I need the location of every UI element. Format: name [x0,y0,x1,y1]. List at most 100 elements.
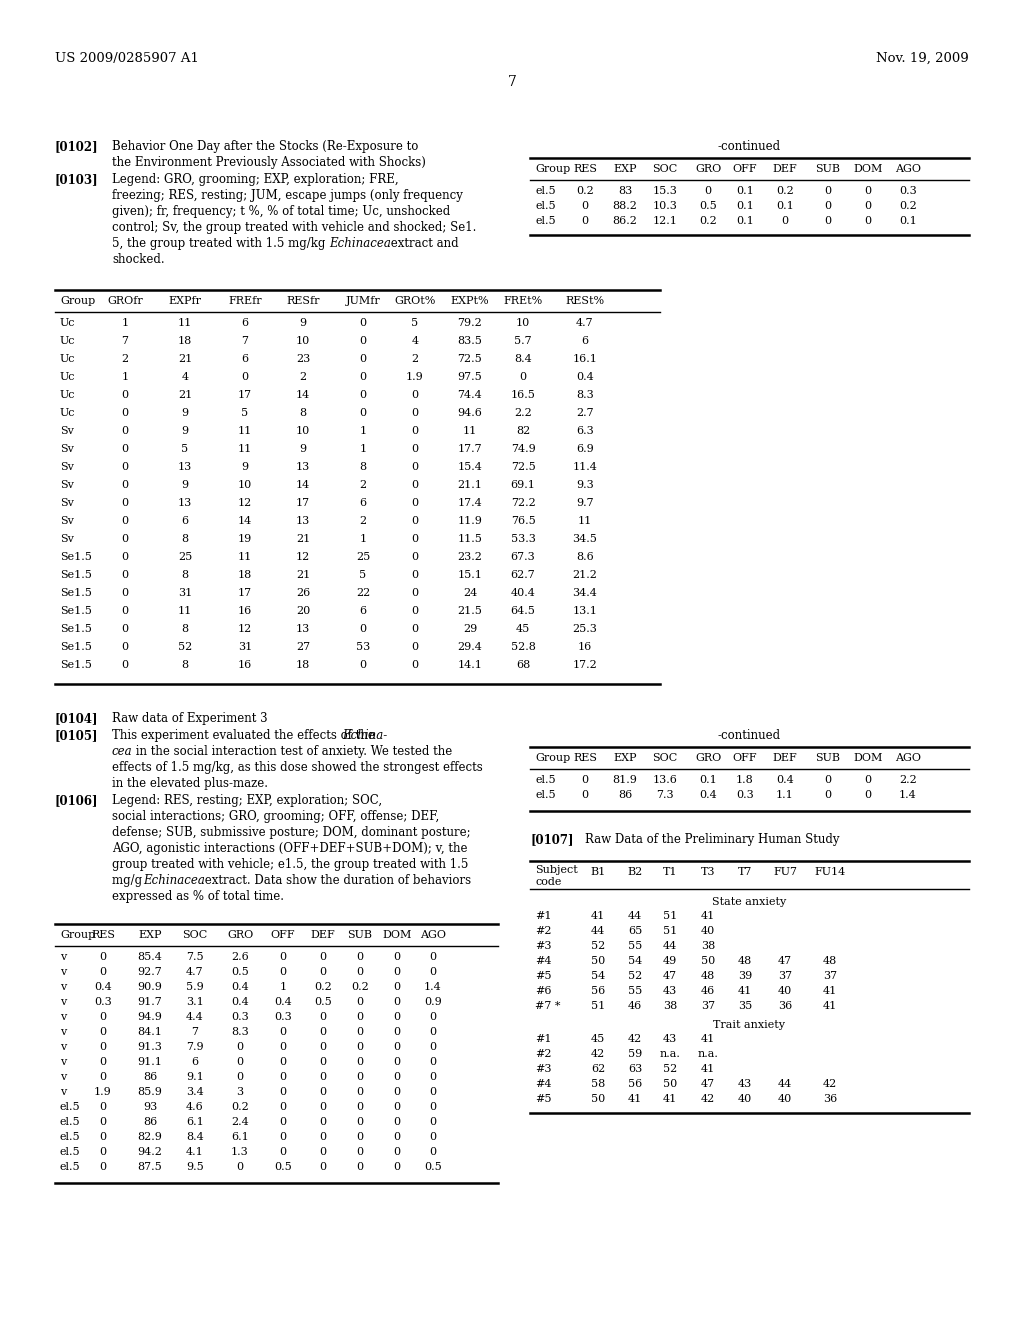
Text: T7: T7 [738,867,753,876]
Text: 13: 13 [296,516,310,525]
Text: 40: 40 [778,986,793,997]
Text: 18: 18 [178,337,193,346]
Text: 72.2: 72.2 [511,498,536,508]
Text: 52: 52 [178,642,193,652]
Text: 8: 8 [181,570,188,579]
Text: v: v [60,1012,67,1022]
Text: 19: 19 [238,535,252,544]
Text: 0: 0 [824,201,831,211]
Text: 0: 0 [319,1027,327,1038]
Text: 16.1: 16.1 [572,354,597,364]
Text: 8: 8 [181,624,188,634]
Text: 43: 43 [738,1078,752,1089]
Text: 64.5: 64.5 [511,606,536,616]
Text: 11: 11 [238,552,252,562]
Text: 1: 1 [122,318,129,327]
Text: -continued: -continued [718,729,780,742]
Text: Se1.5: Se1.5 [60,660,92,671]
Text: 52: 52 [663,1064,677,1074]
Text: 1.8: 1.8 [736,775,754,785]
Text: 43: 43 [663,1034,677,1044]
Text: 11: 11 [578,516,592,525]
Text: 0: 0 [412,462,419,473]
Text: 0: 0 [429,1102,436,1111]
Text: Raw Data of the Preliminary Human Study: Raw Data of the Preliminary Human Study [585,833,840,846]
Text: EXP: EXP [613,752,637,763]
Text: 7: 7 [122,337,128,346]
Text: 8: 8 [299,408,306,418]
Text: Uc: Uc [60,354,76,364]
Text: 31: 31 [238,642,252,652]
Text: 2.2: 2.2 [514,408,531,418]
Text: 0: 0 [356,997,364,1007]
Text: 0: 0 [122,389,129,400]
Text: 0: 0 [319,1072,327,1082]
Text: 36: 36 [778,1001,793,1011]
Text: n.a.: n.a. [697,1049,719,1059]
Text: 20: 20 [296,606,310,616]
Text: 22: 22 [356,587,370,598]
Text: 1.4: 1.4 [899,789,916,800]
Text: 0: 0 [280,1072,287,1082]
Text: 0: 0 [412,587,419,598]
Text: 8: 8 [181,660,188,671]
Text: 23.2: 23.2 [458,552,482,562]
Text: 7: 7 [191,1027,199,1038]
Text: 17: 17 [238,389,252,400]
Text: 0: 0 [393,1147,400,1158]
Text: 0: 0 [319,1102,327,1111]
Text: Raw data of Experiment 3: Raw data of Experiment 3 [112,711,267,725]
Text: 0: 0 [429,1147,436,1158]
Text: code: code [535,876,561,887]
Text: 0: 0 [864,216,871,226]
Text: 0.2: 0.2 [776,186,794,195]
Text: 25: 25 [356,552,370,562]
Text: 53: 53 [356,642,370,652]
Text: 79.2: 79.2 [458,318,482,327]
Text: 67.3: 67.3 [511,552,536,562]
Text: 3: 3 [237,1086,244,1097]
Text: Se1.5: Se1.5 [60,642,92,652]
Text: 69.1: 69.1 [511,480,536,490]
Text: 62.7: 62.7 [511,570,536,579]
Text: 74.9: 74.9 [511,444,536,454]
Text: 0: 0 [99,1133,106,1142]
Text: 4.6: 4.6 [186,1102,204,1111]
Text: Behavior One Day after the Stocks (Re-Exposure to: Behavior One Day after the Stocks (Re-Ex… [112,140,419,153]
Text: 0: 0 [359,624,367,634]
Text: 21.1: 21.1 [458,480,482,490]
Text: 0: 0 [99,1102,106,1111]
Text: 0.5: 0.5 [314,997,332,1007]
Text: DOM: DOM [853,752,883,763]
Text: 41: 41 [628,1094,642,1104]
Text: Nov. 19, 2009: Nov. 19, 2009 [877,51,969,65]
Text: 5: 5 [242,408,249,418]
Text: 63: 63 [628,1064,642,1074]
Text: 0: 0 [237,1057,244,1067]
Text: 0.1: 0.1 [736,201,754,211]
Text: 0.3: 0.3 [274,1012,292,1022]
Text: 74.4: 74.4 [458,389,482,400]
Text: 0: 0 [864,186,871,195]
Text: #2: #2 [535,1049,552,1059]
Text: 44: 44 [591,927,605,936]
Text: [0105]: [0105] [55,729,98,742]
Text: 0: 0 [412,660,419,671]
Text: Legend: RES, resting; EXP, exploration; SOC,: Legend: RES, resting; EXP, exploration; … [112,795,382,807]
Text: 25.3: 25.3 [572,624,597,634]
Text: 0: 0 [582,789,589,800]
Text: 54: 54 [628,956,642,966]
Text: 40: 40 [738,1094,752,1104]
Text: 11: 11 [178,606,193,616]
Text: 4.1: 4.1 [186,1147,204,1158]
Text: 38: 38 [700,941,715,950]
Text: 0: 0 [242,372,249,381]
Text: 0: 0 [122,624,129,634]
Text: 42: 42 [591,1049,605,1059]
Text: Group: Group [60,931,95,940]
Text: 35: 35 [738,1001,752,1011]
Text: 0: 0 [237,1072,244,1082]
Text: 0: 0 [582,201,589,211]
Text: given); fr, frequency; t %, % of total time; Uc, unshocked: given); fr, frequency; t %, % of total t… [112,205,451,218]
Text: 52.8: 52.8 [511,642,536,652]
